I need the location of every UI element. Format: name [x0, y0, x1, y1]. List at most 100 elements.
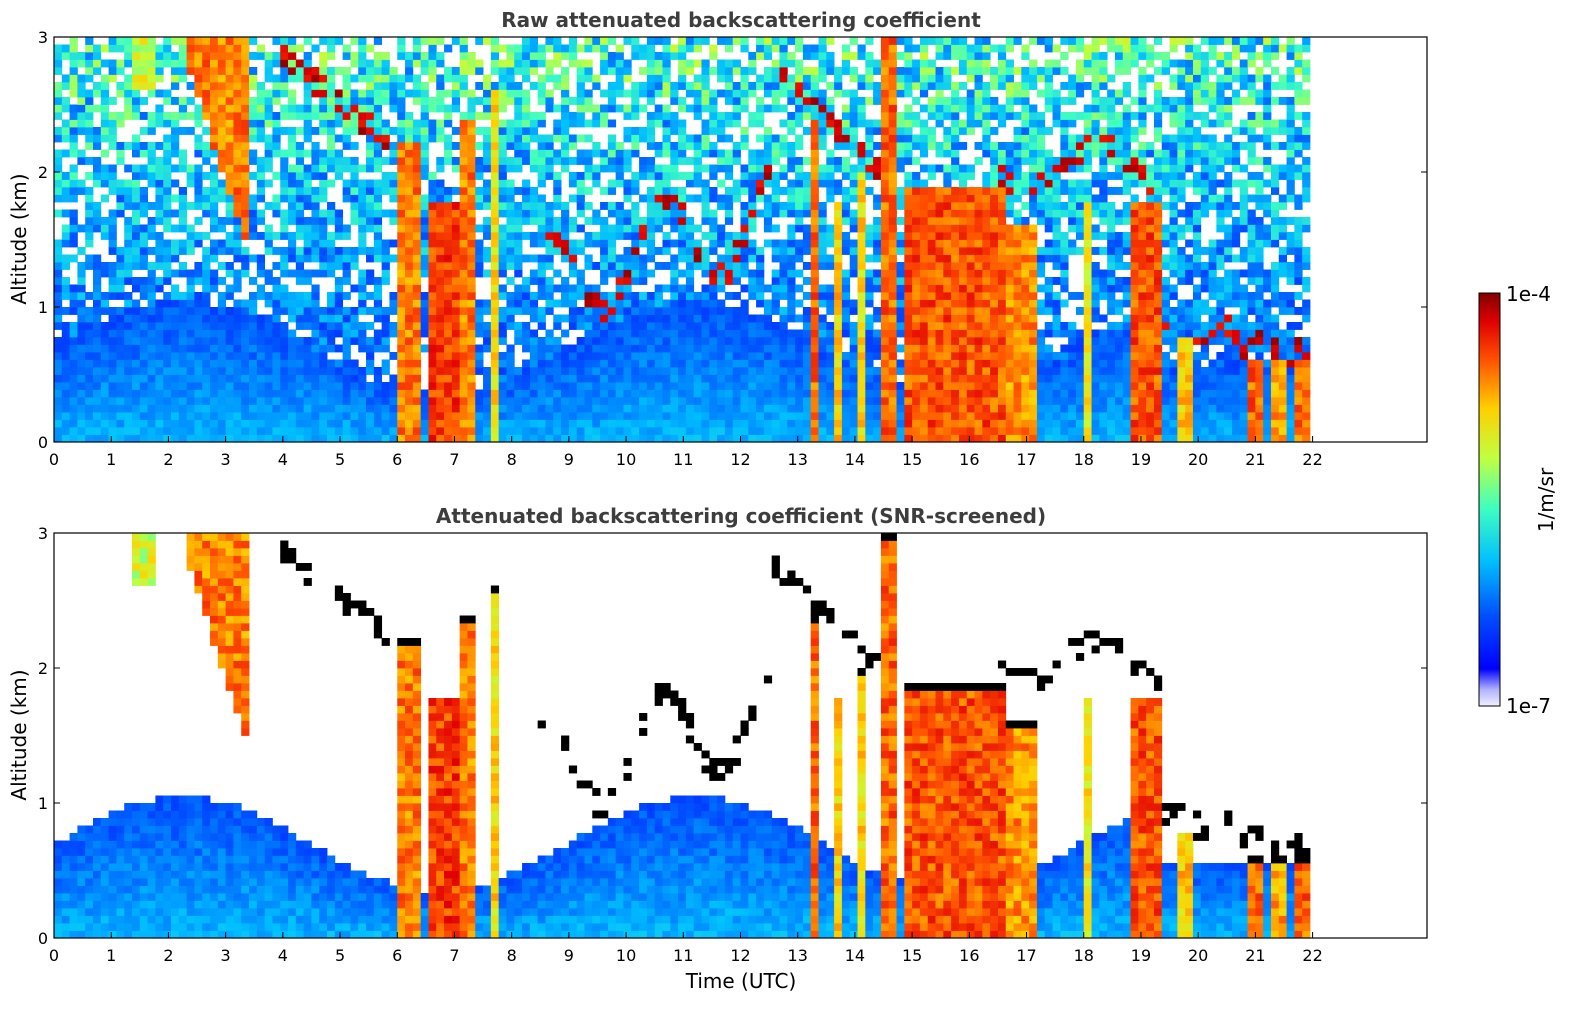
- heatmap-cell: [787, 179, 796, 188]
- heatmap-cell: [709, 164, 718, 173]
- heatmap-cell: [654, 194, 663, 203]
- heatmap-cell: [709, 194, 718, 203]
- heatmap-cell: [529, 382, 539, 390]
- heatmap-cell: [358, 329, 367, 338]
- heatmap-cell: [428, 232, 437, 240]
- heatmap-cell: [163, 179, 172, 188]
- heatmap-cell: [483, 157, 492, 165]
- heatmap-cell: [724, 202, 734, 210]
- heatmap-cell: [444, 254, 453, 263]
- heatmap-cell: [685, 104, 695, 113]
- raw-backscatter-panel: Raw attenuated backscattering coefficien…: [7, 8, 1428, 469]
- heatmap-cell: [545, 157, 554, 165]
- heatmap-cell: [85, 119, 94, 128]
- heatmap-cell: [69, 44, 78, 53]
- heatmap-cell: [178, 382, 188, 390]
- heatmap-cell: [334, 382, 344, 390]
- heatmap-cell: [288, 374, 297, 383]
- heatmap-cell: [553, 119, 562, 128]
- heatmap-cell: [256, 134, 266, 143]
- heatmap-cell: [529, 344, 539, 353]
- heatmap-cell: [834, 427, 843, 435]
- heatmap-cell: [373, 209, 383, 218]
- heatmap-cell: [748, 389, 757, 398]
- heatmap-cell: [241, 389, 250, 398]
- heatmap-cell: [155, 59, 164, 68]
- heatmap-cell: [303, 247, 312, 255]
- heatmap-cell: [904, 52, 913, 60]
- heatmap-cell: [303, 82, 312, 90]
- heatmap-cell: [888, 37, 897, 45]
- heatmap-cell: [888, 292, 897, 300]
- heatmap-cell: [779, 434, 788, 443]
- heatmap-cell: [444, 389, 453, 398]
- heatmap-cell: [857, 217, 866, 225]
- heatmap-cell: [311, 367, 320, 375]
- heatmap-cell: [272, 82, 281, 90]
- heatmap-cell: [646, 397, 656, 405]
- heatmap-cell: [358, 224, 367, 233]
- heatmap-cell: [436, 179, 445, 188]
- heatmap-cell: [654, 119, 663, 128]
- heatmap-cell: [171, 397, 180, 405]
- heatmap-cell: [358, 389, 367, 398]
- heatmap-cell: [366, 247, 375, 255]
- heatmap-cell: [412, 217, 422, 225]
- heatmap-cell: [358, 59, 367, 68]
- heatmap-cell: [522, 232, 531, 240]
- heatmap-cell: [685, 82, 695, 90]
- heatmap-cell: [85, 352, 94, 360]
- heatmap-cell: [685, 224, 695, 233]
- heatmap-cell: [826, 112, 835, 120]
- heatmap-cell: [748, 419, 757, 428]
- heatmap-cell: [178, 314, 188, 323]
- heatmap-cell: [225, 382, 234, 390]
- heatmap-cell: [194, 67, 203, 75]
- heatmap-cell: [444, 262, 453, 270]
- heatmap-cell: [210, 134, 219, 143]
- heatmap-cell: [319, 187, 328, 195]
- heatmap-cell: [857, 142, 866, 150]
- heatmap-cell: [264, 292, 273, 300]
- heatmap-cell: [826, 67, 835, 75]
- heatmap-cell: [319, 224, 328, 233]
- heatmap-cell: [717, 307, 726, 315]
- heatmap-cell: [381, 82, 390, 90]
- heatmap-cell: [412, 367, 422, 375]
- heatmap-cell: [607, 367, 617, 375]
- heatmap-cell: [350, 74, 359, 83]
- heatmap-cell: [428, 277, 437, 285]
- heatmap-cell: [256, 374, 266, 383]
- heatmap-cell: [389, 127, 398, 135]
- heatmap-cell: [849, 329, 858, 338]
- heatmap-cell: [919, 314, 929, 323]
- heatmap-cell: [163, 187, 172, 195]
- heatmap-cell: [210, 382, 219, 390]
- heatmap-cell: [475, 427, 484, 435]
- heatmap-cell: [545, 172, 554, 180]
- heatmap-cell: [233, 217, 242, 225]
- heatmap-cell: [685, 292, 695, 300]
- heatmap-cell: [389, 179, 398, 188]
- heatmap-cell: [225, 419, 234, 428]
- heatmap-cell: [561, 44, 570, 53]
- heatmap-cell: [662, 299, 671, 308]
- heatmap-cell: [202, 434, 211, 443]
- heatmap-cell: [241, 202, 250, 210]
- heatmap-cell: [717, 262, 726, 270]
- heatmap-cell: [514, 262, 523, 270]
- heatmap-cell: [288, 179, 297, 188]
- heatmap-cell: [506, 254, 515, 263]
- heatmap-cell: [451, 337, 461, 345]
- heatmap-cell: [334, 344, 344, 353]
- heatmap-cell: [241, 127, 250, 135]
- heatmap-cell: [85, 404, 94, 413]
- heatmap-cell: [678, 232, 687, 240]
- heatmap-cell: [483, 427, 492, 435]
- heatmap-cell: [381, 179, 390, 188]
- heatmap-cell: [467, 419, 476, 428]
- heatmap-cell: [451, 382, 461, 390]
- heatmap-cell: [841, 269, 851, 278]
- heatmap-cell: [225, 127, 234, 135]
- heatmap-cell: [163, 337, 172, 345]
